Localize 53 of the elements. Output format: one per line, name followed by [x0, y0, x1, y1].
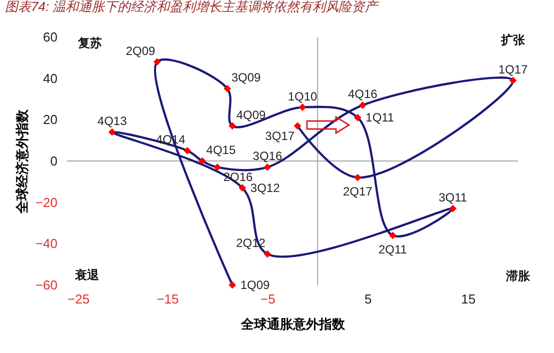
- point: [184, 146, 191, 154]
- y-tick-label: 0: [50, 154, 58, 168]
- annotation: 4Q13: [97, 114, 128, 128]
- y-tick-label: −20: [35, 194, 58, 210]
- x-tick-label: 5: [364, 292, 372, 306]
- annotation: 1Q11: [366, 110, 394, 125]
- point: [264, 163, 272, 171]
- y-tick-label: −60: [35, 278, 58, 292]
- x-tick-label: −5: [260, 292, 276, 306]
- annotation: 3Q09: [231, 70, 262, 85]
- annotation: 4Q09: [236, 108, 266, 122]
- annotation: 扩张: [500, 33, 526, 47]
- point: [389, 232, 396, 240]
- y-axis-title: 全球经济意外指数: [14, 108, 30, 214]
- y-tick-label: 20: [43, 112, 58, 128]
- point: [294, 122, 302, 130]
- annotation: 3Q16: [252, 149, 282, 164]
- chart-title: 图表74: 温和通胀下的经济和盈利增长主基调将依然有利风险资产: [5, 0, 380, 14]
- point: [214, 163, 222, 171]
- x-tick-label: −15: [156, 292, 179, 306]
- point: [358, 101, 366, 109]
- point: [198, 157, 206, 165]
- point: [153, 58, 161, 66]
- point: [509, 76, 517, 84]
- y-tick-label: −40: [35, 236, 58, 252]
- annotation: 2Q11: [378, 242, 408, 256]
- annotation: 复苏: [77, 36, 102, 50]
- point: [108, 128, 116, 136]
- annotation: 滞胀: [505, 269, 531, 283]
- annotation: 2Q09: [126, 44, 156, 58]
- point: [238, 184, 246, 192]
- point: [449, 204, 457, 212]
- annotation: 衰退: [74, 268, 100, 282]
- point: [264, 250, 272, 258]
- annotation: 1Q17: [498, 62, 528, 76]
- annotation: 2Q17: [342, 184, 373, 199]
- x-tick-label: 15: [461, 292, 476, 306]
- point: [354, 114, 362, 122]
- point: [224, 84, 232, 92]
- annotation: 4Q15: [206, 143, 236, 157]
- y-tick-label: 60: [43, 30, 58, 44]
- y-tick-label: 40: [43, 70, 58, 86]
- annotation: 1Q10: [288, 89, 318, 104]
- x-tick-label: −25: [68, 292, 90, 306]
- point: [228, 281, 236, 289]
- point: [228, 122, 236, 130]
- annotation: 4Q16: [348, 87, 378, 102]
- point: [354, 174, 362, 182]
- x-axis-title: 全球通胀意外指数: [240, 316, 346, 332]
- annotation: 3Q17: [265, 128, 295, 143]
- annotation: 3Q12: [250, 180, 280, 195]
- annotation: 1Q09: [240, 278, 270, 292]
- annotation: 3Q11: [438, 190, 468, 205]
